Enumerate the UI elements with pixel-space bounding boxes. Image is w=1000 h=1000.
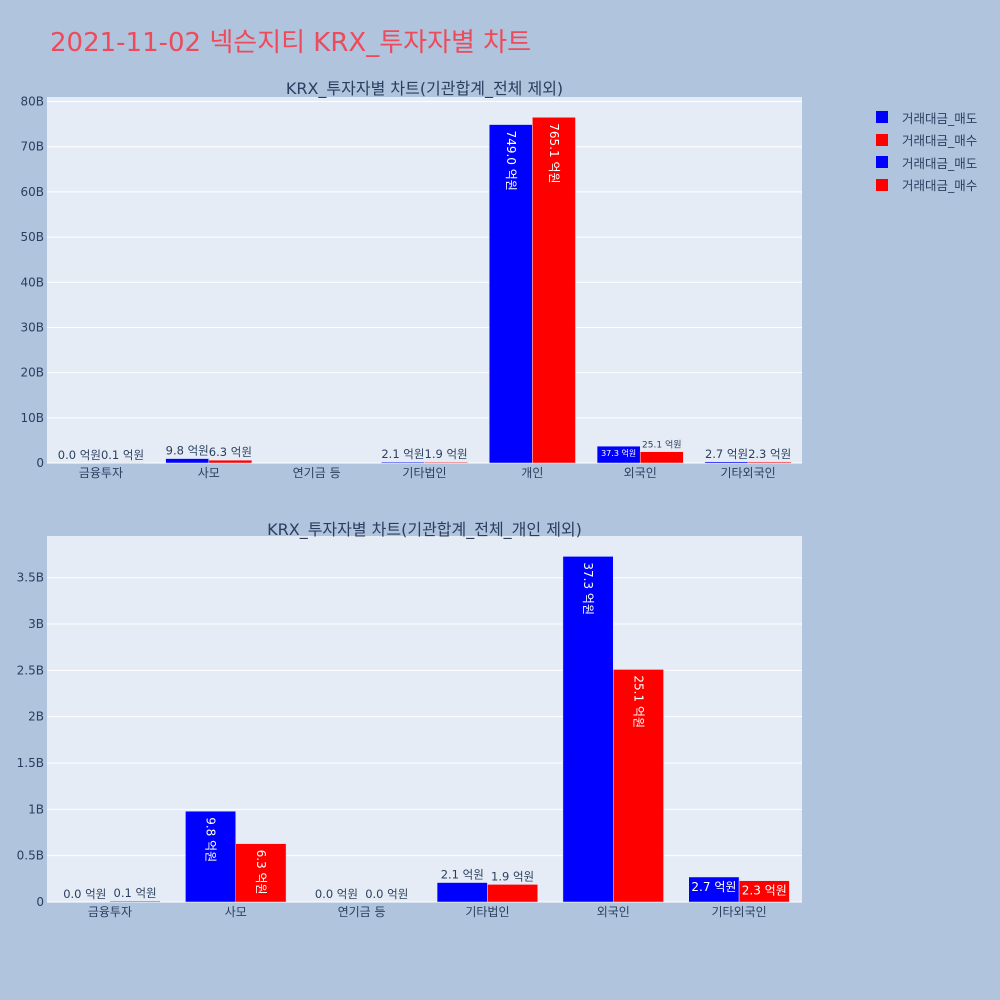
bar (488, 124, 533, 464)
y-tick-label: 30B (20, 320, 44, 334)
legend: 거래대금_매도 거래대금_매수 거래대금_매도 거래대금_매수 (876, 106, 977, 196)
data-label: 6.3 억원 (254, 850, 268, 895)
x-tick-label: 사모 (198, 466, 220, 480)
data-label: 37.3 억원 (601, 448, 636, 458)
y-tick-label: 20B (20, 366, 44, 380)
legend-label: 거래대금_매수 (902, 133, 978, 149)
data-label: 9.8 억원 (204, 817, 218, 862)
data-label: 0.0 억원 (58, 448, 101, 462)
y-tick-label: 80B (20, 95, 44, 109)
chart-title: KRX_투자자별 차트(기관합계_전체_개인 제외) (267, 520, 582, 540)
bar (436, 882, 488, 903)
x-tick-label: 사모 (225, 905, 247, 919)
bar (688, 876, 740, 903)
y-tick-label: 3B (28, 617, 44, 631)
y-tick-label: 1.5B (17, 756, 44, 770)
y-tick-label: 0.5B (17, 849, 44, 863)
bar-chart: 0 0.5B 1B 1.5B 2B 2.5B 3B 3.5B KRX_투자자별 차트(기관합계_… (17, 520, 802, 919)
bar (704, 461, 749, 464)
y-tick-label: 50B (20, 230, 44, 244)
data-label: 2.3 억원 (748, 447, 791, 461)
data-label: 2.3 억원 (742, 884, 787, 898)
y-tick-label: 1B (28, 802, 44, 816)
bar (562, 556, 614, 903)
y-tick-label: 40B (20, 275, 44, 289)
x-tick-label: 기타외국인 (720, 466, 775, 480)
bar (424, 461, 468, 464)
y-tick-label: 2.5B (17, 663, 44, 677)
legend-item[interactable]: 거래대금_매도 (876, 151, 977, 174)
data-label: 9.8 억원 (166, 444, 209, 458)
chart-title: KRX_투자자별 차트(기관합계_전체 제외) (286, 79, 563, 99)
bar (109, 900, 161, 903)
y-tick-label: 0 (36, 895, 44, 909)
x-tick-label: 외국인 (624, 466, 657, 480)
legend-swatch (876, 133, 888, 146)
legend-item[interactable]: 거래대금_매수 (876, 174, 977, 197)
x-tick-label: 연기금 등 (338, 905, 386, 919)
x-tick-label: 기타외국인 (711, 905, 766, 919)
legend-label: 거래대금_매도 (902, 155, 978, 171)
legend-label: 거래대금_매수 (902, 178, 978, 194)
bar (613, 669, 664, 903)
y-tick-label: 70B (20, 140, 44, 154)
data-label: 0.0 억원 (315, 887, 358, 901)
y-tick-label: 0 (36, 456, 44, 470)
data-label: 37.3 억원 (581, 562, 595, 615)
x-tick-label: 연기금 등 (293, 466, 341, 480)
bar (738, 880, 790, 903)
legend-item[interactable]: 거래대금_매도 (876, 106, 977, 129)
x-tick-label: 기타법인 (465, 905, 509, 919)
bar (639, 451, 684, 464)
x-tick-label: 기타법인 (402, 466, 446, 480)
legend-label: 거래대금_매도 (902, 110, 978, 126)
bar (381, 461, 425, 464)
data-label: 0.1 억원 (101, 448, 144, 462)
bar (185, 810, 237, 903)
data-label: 25.1 억원 (642, 439, 681, 451)
data-label: 25.1 억원 (631, 675, 645, 728)
data-label: 765.1 억원 (547, 123, 561, 183)
data-label: 0.0 억원 (365, 887, 408, 901)
data-label: 2.1 억원 (381, 447, 424, 461)
data-label: 749.0 억원 (504, 131, 518, 191)
legend-swatch (876, 156, 888, 169)
plot-area (47, 97, 802, 463)
data-label: 1.9 억원 (491, 869, 534, 883)
y-tick-label: 10B (20, 411, 44, 425)
bar (208, 459, 253, 464)
x-tick-label: 외국인 (597, 905, 630, 919)
bar (532, 117, 576, 464)
legend-swatch (876, 111, 888, 124)
x-tick-label: 금융투자 (79, 466, 123, 480)
legend-swatch (876, 178, 888, 191)
page-title: 2021-11-02 넥슨지티 KRX_투자자별 차트 (50, 28, 532, 58)
y-tick-label: 60B (20, 185, 44, 199)
bar (747, 461, 792, 464)
data-label: 2.1 억원 (441, 868, 484, 882)
legend-item[interactable]: 거래대금_매수 (876, 129, 977, 152)
plot-area (47, 536, 802, 902)
y-tick-label: 3.5B (17, 571, 44, 585)
data-label: 2.7 억원 (705, 447, 748, 461)
data-label: 0.1 억원 (114, 886, 157, 900)
bar-chart: 0 10B 20B 30B 40B 50B 60B 70B 80B KRX_투자자별 차트(기관합… (20, 79, 802, 480)
data-label: 1.9 억원 (425, 447, 468, 461)
bar (487, 884, 538, 903)
bar (165, 458, 210, 464)
data-label: 2.7 억원 (691, 880, 736, 894)
data-label: 0.0 억원 (63, 887, 106, 901)
x-tick-label: 금융투자 (88, 905, 132, 919)
x-tick-label: 개인 (521, 466, 543, 480)
y-tick-label: 2B (28, 710, 44, 724)
bar (235, 843, 287, 903)
data-label: 6.3 억원 (209, 445, 252, 459)
